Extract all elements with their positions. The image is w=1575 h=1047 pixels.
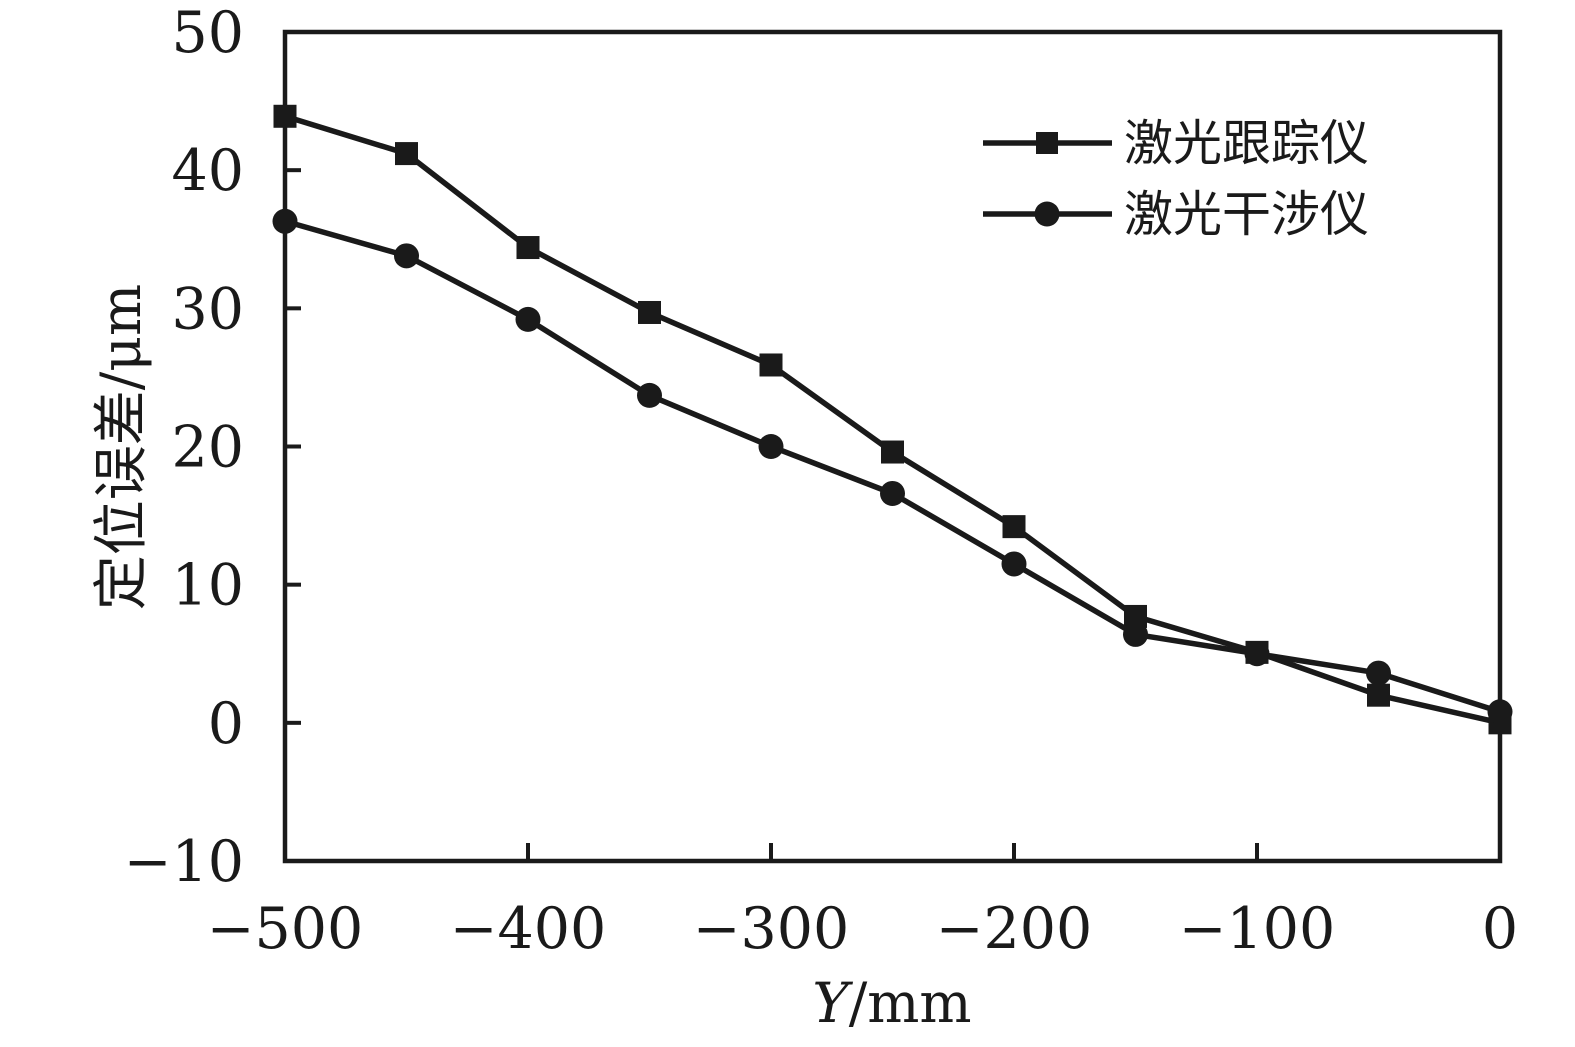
data-point-square-laser-tracker — [1002, 515, 1026, 539]
x-tick-label--200: −200 — [936, 896, 1093, 962]
y-tick-label-0: 0 — [208, 691, 244, 757]
data-point-circle-laser-interferometer — [272, 208, 298, 234]
y-tick-label--10: −10 — [124, 829, 244, 895]
x-axis-title-unit: /mm — [849, 971, 972, 1035]
data-point-circle-laser-interferometer — [1244, 641, 1270, 667]
data-point-circle-laser-interferometer — [1366, 660, 1391, 686]
data-point-square-laser-tracker — [1124, 604, 1147, 628]
y-tick-label-50: 50 — [171, 0, 244, 66]
data-point-circle-laser-interferometer — [637, 382, 662, 408]
data-point-circle-laser-interferometer — [394, 243, 419, 269]
y-tick-label-10: 10 — [171, 553, 244, 619]
data-point-square-laser-tracker — [759, 353, 783, 377]
x-tick-label--300: −300 — [693, 896, 850, 962]
data-point-circle-laser-interferometer — [1487, 699, 1513, 725]
x-axis-title: Y/mm — [812, 971, 971, 1035]
x-tick-label--400: −400 — [450, 896, 607, 962]
y-axis-ticks — [285, 30, 301, 863]
legend-square-marker-icon — [1036, 132, 1058, 154]
x-tick-label-0: 0 — [1482, 896, 1518, 962]
data-point-circle-laser-interferometer — [758, 434, 784, 459]
y-axis-tick-labels: −10 0 10 20 30 40 50 — [124, 0, 244, 895]
y-tick-label-40: 40 — [171, 138, 244, 204]
data-point-square-laser-tracker — [395, 142, 418, 166]
y-axis-title: 定位误差/μm — [89, 284, 153, 610]
x-axis-title-variable: Y — [812, 971, 853, 1035]
x-axis-tick-labels: −500 −400 −300 −200 −100 0 — [207, 896, 1518, 962]
data-point-circle-laser-interferometer — [1001, 551, 1027, 577]
x-axis-ticks — [283, 843, 1502, 861]
data-point-circle-laser-interferometer — [515, 306, 541, 332]
data-point-square-laser-tracker — [273, 104, 297, 128]
legend-circle-marker-icon — [1034, 201, 1060, 227]
data-point-square-laser-tracker — [516, 236, 540, 260]
x-tick-label--100: −100 — [1179, 896, 1336, 962]
data-point-square-laser-tracker — [638, 300, 661, 324]
y-tick-label-20: 20 — [171, 415, 244, 481]
data-point-square-laser-tracker — [1367, 683, 1390, 707]
series-line-laser-interferometer — [284, 218, 1501, 715]
legend-label-laser-interferometer: 激光干涉仪 — [1124, 186, 1369, 243]
data-series-group — [272, 104, 1513, 735]
data-point-circle-laser-interferometer — [880, 480, 905, 506]
data-point-square-laser-tracker — [881, 440, 904, 464]
legend: 激光跟踪仪 激光干涉仪 — [983, 115, 1369, 243]
series-laser-interferometer — [272, 208, 1513, 725]
legend-label-laser-tracker: 激光跟踪仪 — [1124, 115, 1369, 172]
data-point-circle-laser-interferometer — [1123, 621, 1148, 647]
y-tick-label-30: 30 — [171, 276, 244, 342]
x-tick-label--500: −500 — [207, 896, 364, 962]
